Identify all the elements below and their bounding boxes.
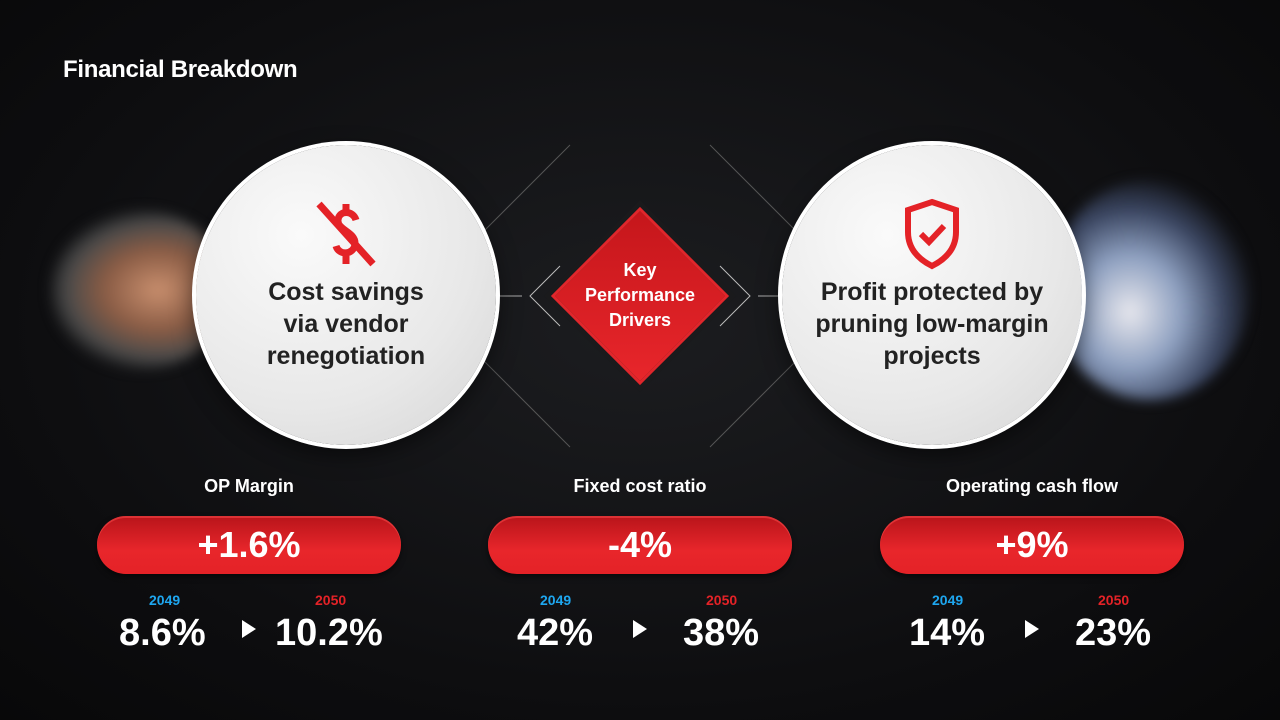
arrow-right-icon — [633, 620, 647, 638]
arrow-right-icon — [242, 620, 256, 638]
page-title: Financial Breakdown — [63, 56, 298, 83]
metric-operating-cash-flow: Operating cash flow +9% 2049 14% 2050 23… — [880, 476, 1184, 668]
metric-change-badge: +9% — [880, 516, 1184, 574]
cost-savings-text: Cost savings via vendor renegotiation — [266, 278, 426, 370]
from-value: 8.6% — [119, 612, 206, 654]
business-meeting-photo — [1050, 180, 1250, 400]
from-value: 42% — [517, 612, 594, 654]
to-value: 23% — [1075, 612, 1152, 654]
profit-protected-card: Profit protected by pruning low-margin p… — [782, 145, 1082, 445]
shield-check-icon — [905, 198, 959, 270]
metric-label: Operating cash flow — [945, 476, 1119, 496]
profit-protected-text: Profit protected by pruning low-margin p… — [815, 278, 1049, 370]
metric-op-margin: OP Margin +1.6% 2049 8.6% 2050 10.2% — [97, 476, 401, 668]
to-year: 2050 — [1098, 592, 1130, 608]
from-year: 2049 — [149, 592, 181, 608]
kpi-line-3: Drivers — [608, 310, 672, 330]
cost-savings-card: Cost savings via vendor renegotiation — [196, 145, 496, 445]
arrow-right-icon — [1025, 620, 1039, 638]
kpi-line-2: Performance — [584, 285, 696, 305]
to-value: 38% — [683, 612, 760, 654]
kpi-line-1: Key — [623, 260, 657, 280]
to-year: 2050 — [315, 592, 347, 608]
metric-label: OP Margin — [204, 476, 294, 496]
from-year: 2049 — [932, 592, 964, 608]
metric-change-badge: -4% — [488, 516, 792, 574]
kpi-label: Key Performance Drivers — [560, 258, 720, 333]
metric-change-badge: +1.6% — [97, 516, 401, 574]
to-year: 2050 — [706, 592, 738, 608]
from-year: 2049 — [540, 592, 572, 608]
no-dollar-icon — [316, 201, 376, 267]
metric-label: Fixed cost ratio — [573, 476, 707, 496]
to-value: 10.2% — [275, 612, 383, 654]
from-value: 14% — [909, 612, 986, 654]
metric-fixed-cost-ratio: Fixed cost ratio -4% 2049 42% 2050 38% — [488, 476, 792, 668]
